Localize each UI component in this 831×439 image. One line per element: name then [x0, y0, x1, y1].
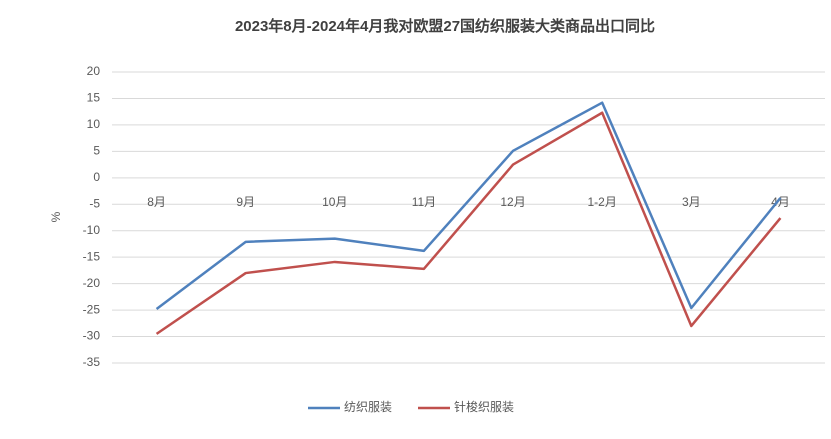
y-tick-label: 0 — [93, 170, 100, 184]
y-tick-label: 15 — [87, 91, 101, 105]
x-tick-label: 8月 — [147, 195, 166, 209]
y-tick-label: -10 — [83, 223, 101, 237]
y-tick-label: -25 — [83, 302, 101, 316]
legend-label: 纺织服装 — [344, 400, 392, 414]
y-tick-label: -30 — [83, 329, 101, 343]
y-tick-label: -5 — [89, 196, 100, 210]
y-tick-label: -15 — [83, 249, 101, 263]
x-tick-label: 10月 — [322, 195, 347, 209]
y-tick-label: 5 — [93, 144, 100, 158]
chart-title: 2023年8月-2024年4月我对欧盟27国纺织服装大类商品出口同比 — [235, 17, 655, 35]
legend-label: 针梭织服装 — [454, 399, 514, 414]
series-line — [155, 111, 782, 335]
series-line — [155, 101, 782, 311]
y-axis-label: % — [49, 211, 63, 222]
x-tick-label: 12月 — [500, 195, 525, 209]
x-tick-label: 11月 — [412, 195, 436, 209]
x-tick-label: 3月 — [682, 195, 701, 209]
y-tick-label: -20 — [83, 276, 101, 290]
x-tick-label: 1-2月 — [588, 195, 617, 209]
y-tick-label: 20 — [87, 64, 101, 78]
y-tick-label: 10 — [87, 117, 101, 131]
y-tick-label: -35 — [83, 355, 101, 369]
x-tick-label: 9月 — [236, 195, 255, 209]
